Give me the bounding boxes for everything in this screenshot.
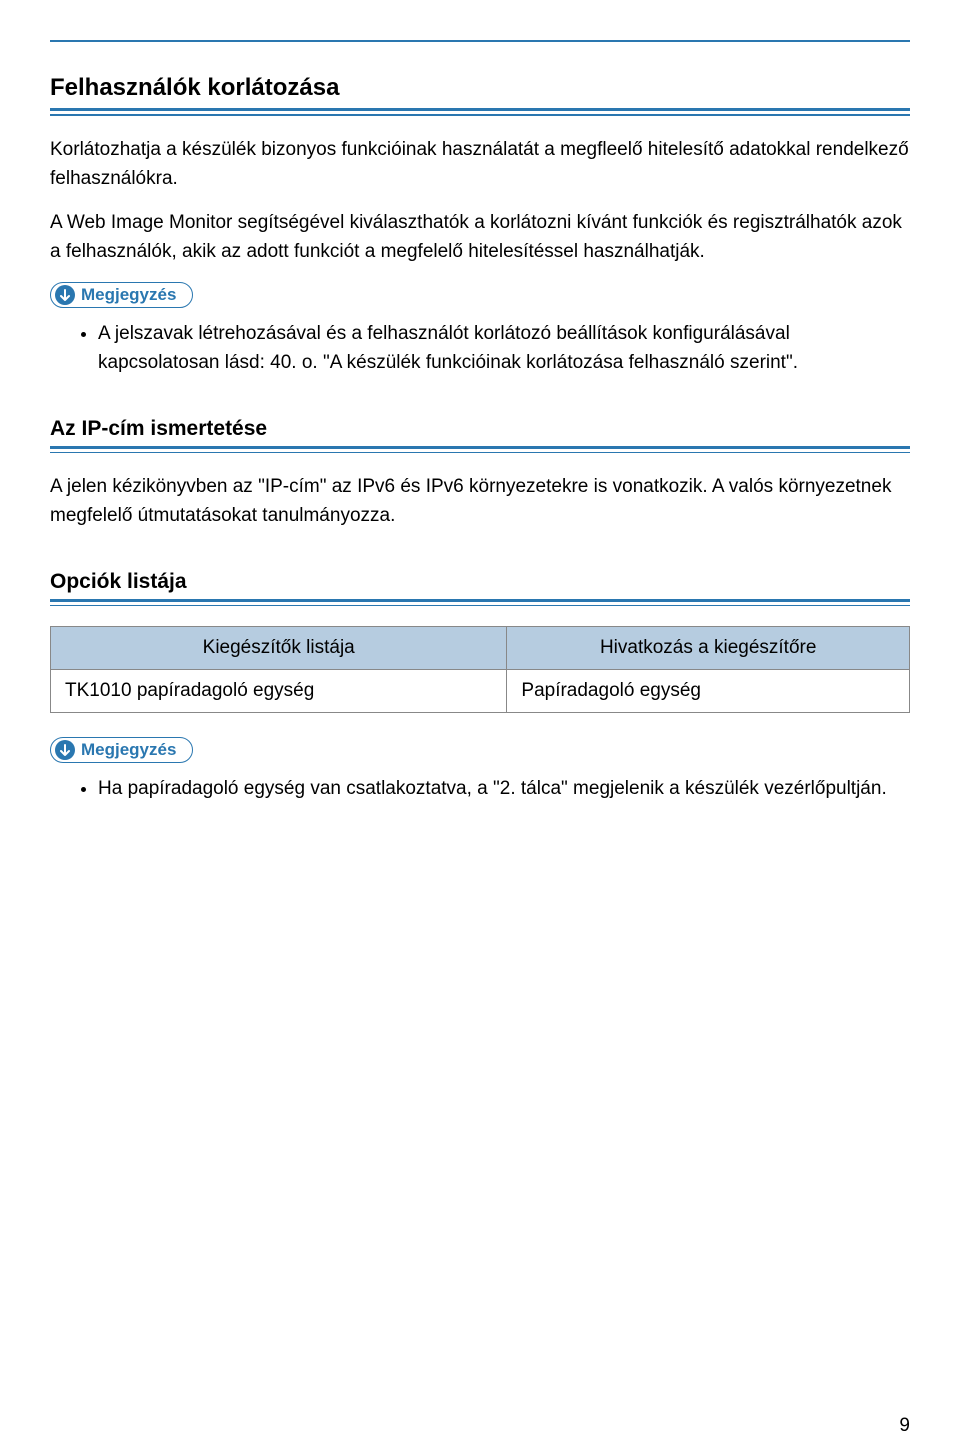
table-header-row: Kiegészítők listája Hivatkozás a kiegész… bbox=[51, 627, 910, 670]
note2-item: Ha papíradagoló egység van csatlakoztatv… bbox=[98, 775, 910, 804]
table-row: TK1010 papíradagoló egység Papíradagoló … bbox=[51, 670, 910, 713]
section-title-options: Opciók listája bbox=[50, 570, 910, 594]
page-number: 9 bbox=[899, 1415, 910, 1437]
section-rule bbox=[50, 108, 910, 116]
note-badge-2: Megjegyzés bbox=[50, 737, 193, 763]
subsection-rule bbox=[50, 446, 910, 453]
note-label: Megjegyzés bbox=[81, 285, 176, 305]
section1-para2: A Web Image Monitor segítségével kiválas… bbox=[50, 209, 910, 266]
note-down-icon bbox=[55, 740, 75, 760]
note-label: Megjegyzés bbox=[81, 740, 176, 760]
note-badge: Megjegyzés bbox=[50, 282, 193, 308]
section2-para: A jelen kézikönyvben az "IP-cím" az IPv6… bbox=[50, 473, 910, 530]
note-down-icon bbox=[55, 285, 75, 305]
section-title-users: Felhasználók korlátozása bbox=[50, 74, 910, 102]
section-title-ip: Az IP-cím ismertetése bbox=[50, 417, 910, 441]
section1-para1: Korlátozhatja a készülék bizonyos funkci… bbox=[50, 136, 910, 193]
top-horizontal-rule bbox=[50, 40, 910, 42]
subsection-rule-2 bbox=[50, 599, 910, 606]
options-table: Kiegészítők listája Hivatkozás a kiegész… bbox=[50, 626, 910, 713]
note1-item: A jelszavak létrehozásával és a felhaszn… bbox=[98, 320, 910, 377]
table-col1-header: Kiegészítők listája bbox=[51, 627, 507, 670]
note-list-1: A jelszavak létrehozásával és a felhaszn… bbox=[50, 320, 910, 377]
table-cell-col2: Papíradagoló egység bbox=[507, 670, 910, 713]
table-cell-col1: TK1010 papíradagoló egység bbox=[51, 670, 507, 713]
note-list-2: Ha papíradagoló egység van csatlakoztatv… bbox=[50, 775, 910, 804]
table-col2-header: Hivatkozás a kiegészítőre bbox=[507, 627, 910, 670]
